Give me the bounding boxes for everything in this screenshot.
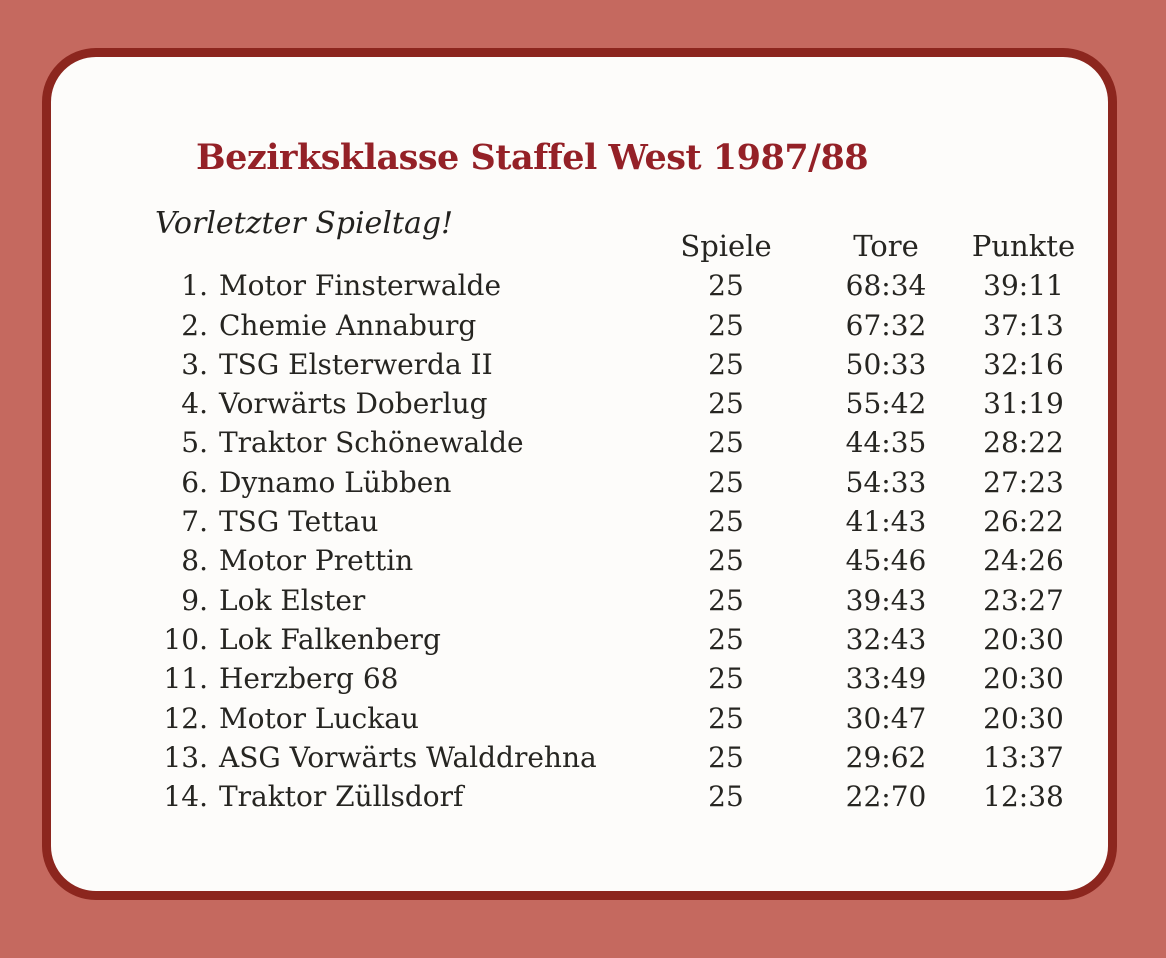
punkte-cell: 28:22 [983,426,1064,460]
tore-cell: 41:43 [845,505,927,539]
rank-cell: 14. [163,780,208,814]
table-row: 14. Traktor Züllsdorf 25 22:70 12:38 [146,777,1096,816]
table-header-row: Spiele Tore Punkte [146,227,1096,266]
spiele-cell: 25 [708,387,744,421]
table-row: 6. Dynamo Lübben 25 54:33 27:23 [146,463,1096,502]
tore-cell: 22:70 [845,780,927,814]
team-name: Vorwärts Doberlug [219,387,488,421]
rank-cell: 5. [181,426,208,460]
tore-cell: 32:43 [845,622,927,656]
rank-cell: 11. [163,662,208,696]
tore-cell: 29:62 [845,740,927,774]
league-table-card: Bezirksklasse Staffel West 1987/88 Vorle… [42,48,1117,900]
punkte-cell: 27:23 [983,465,1064,499]
table-row: 3. TSG Elsterwerda II 25 50:33 32:16 [146,345,1096,384]
rank-cell: 4. [181,387,208,421]
spiele-cell: 25 [708,426,744,460]
rank-cell: 10. [163,622,208,656]
team-name: Dynamo Lübben [219,465,452,499]
rank-cell: 2. [181,308,208,342]
spiele-cell: 25 [708,583,744,617]
tore-cell: 45:46 [845,544,927,578]
team-name: Traktor Züllsdorf [219,780,464,814]
punkte-cell: 20:30 [983,662,1064,696]
column-header-tore: Tore [853,229,919,263]
punkte-cell: 31:19 [983,387,1064,421]
table-row: 2. Chemie Annaburg 25 67:32 37:13 [146,306,1096,345]
rank-cell: 7. [181,505,208,539]
rank-cell: 1. [181,269,208,303]
punkte-cell: 26:22 [983,505,1064,539]
tore-cell: 55:42 [845,387,927,421]
punkte-cell: 20:30 [983,622,1064,656]
table-row: 5. Traktor Schönewalde 25 44:35 28:22 [146,423,1096,462]
spiele-cell: 25 [708,308,744,342]
matchday-subtitle: Vorletzter Spieltag! [155,206,454,241]
spiele-cell: 25 [708,740,744,774]
spiele-cell: 25 [708,269,744,303]
table-row: 13. ASG Vorwärts Walddrehna 25 29:62 13:… [146,738,1096,777]
team-name: Traktor Schönewalde [219,426,524,460]
rank-cell: 12. [163,701,208,735]
punkte-cell: 32:16 [983,347,1064,381]
team-name: Motor Luckau [219,701,419,735]
team-header-spacer [208,227,631,266]
tore-cell: 50:33 [845,347,927,381]
punkte-cell: 23:27 [983,583,1064,617]
rank-cell: 3. [181,347,208,381]
rank-header-spacer [146,227,208,266]
punkte-cell: 24:26 [983,544,1064,578]
table-row: 9. Lok Elster 25 39:43 23:27 [146,581,1096,620]
tore-cell: 54:33 [845,465,927,499]
column-header-punkte: Punkte [971,229,1076,263]
table-row: 10. Lok Falkenberg 25 32:43 20:30 [146,620,1096,659]
tore-cell: 67:32 [845,308,927,342]
tore-cell: 68:34 [845,269,927,303]
team-name: Lok Falkenberg [219,622,441,656]
punkte-cell: 39:11 [983,269,1064,303]
column-header-spiele: Spiele [680,229,772,263]
table-row: 7. TSG Tettau 25 41:43 26:22 [146,502,1096,541]
team-name: ASG Vorwärts Walddrehna [219,740,597,774]
team-name: TSG Elsterwerda II [219,347,493,381]
punkte-cell: 20:30 [983,701,1064,735]
team-name: Lok Elster [219,583,366,617]
team-name: Motor Prettin [219,544,414,578]
spiele-cell: 25 [708,465,744,499]
spiele-cell: 25 [708,347,744,381]
spiele-cell: 25 [708,622,744,656]
team-name: Motor Finsterwalde [219,269,502,303]
team-name: TSG Tettau [219,505,379,539]
table-row: 11. Herzberg 68 25 33:49 20:30 [146,659,1096,698]
tore-cell: 39:43 [845,583,927,617]
standings-table: Spiele Tore Punkte 1. Motor Finsterwalde… [146,227,1096,816]
spiele-cell: 25 [708,544,744,578]
spiele-cell: 25 [708,780,744,814]
punkte-cell: 37:13 [983,308,1064,342]
table-row: 4. Vorwärts Doberlug 25 55:42 31:19 [146,384,1096,423]
rank-cell: 8. [181,544,208,578]
spiele-cell: 25 [708,662,744,696]
punkte-cell: 12:38 [983,780,1064,814]
spiele-cell: 25 [708,505,744,539]
team-name: Chemie Annaburg [219,308,477,342]
tore-cell: 44:35 [845,426,927,460]
rank-cell: 13. [163,740,208,774]
tore-cell: 30:47 [845,701,927,735]
table-row: 1. Motor Finsterwalde 25 68:34 39:11 [146,266,1096,305]
punkte-cell: 13:37 [983,740,1064,774]
table-row: 12. Motor Luckau 25 30:47 20:30 [146,699,1096,738]
spiele-cell: 25 [708,701,744,735]
tore-cell: 33:49 [845,662,927,696]
rank-cell: 9. [181,583,208,617]
page-title: Bezirksklasse Staffel West 1987/88 [196,137,869,178]
table-row: 8. Motor Prettin 25 45:46 24:26 [146,541,1096,580]
rank-cell: 6. [181,465,208,499]
team-name: Herzberg 68 [219,662,399,696]
